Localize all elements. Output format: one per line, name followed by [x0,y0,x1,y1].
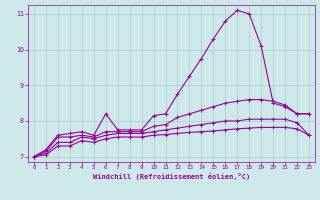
X-axis label: Windchill (Refroidissement éolien,°C): Windchill (Refroidissement éolien,°C) [93,173,250,180]
